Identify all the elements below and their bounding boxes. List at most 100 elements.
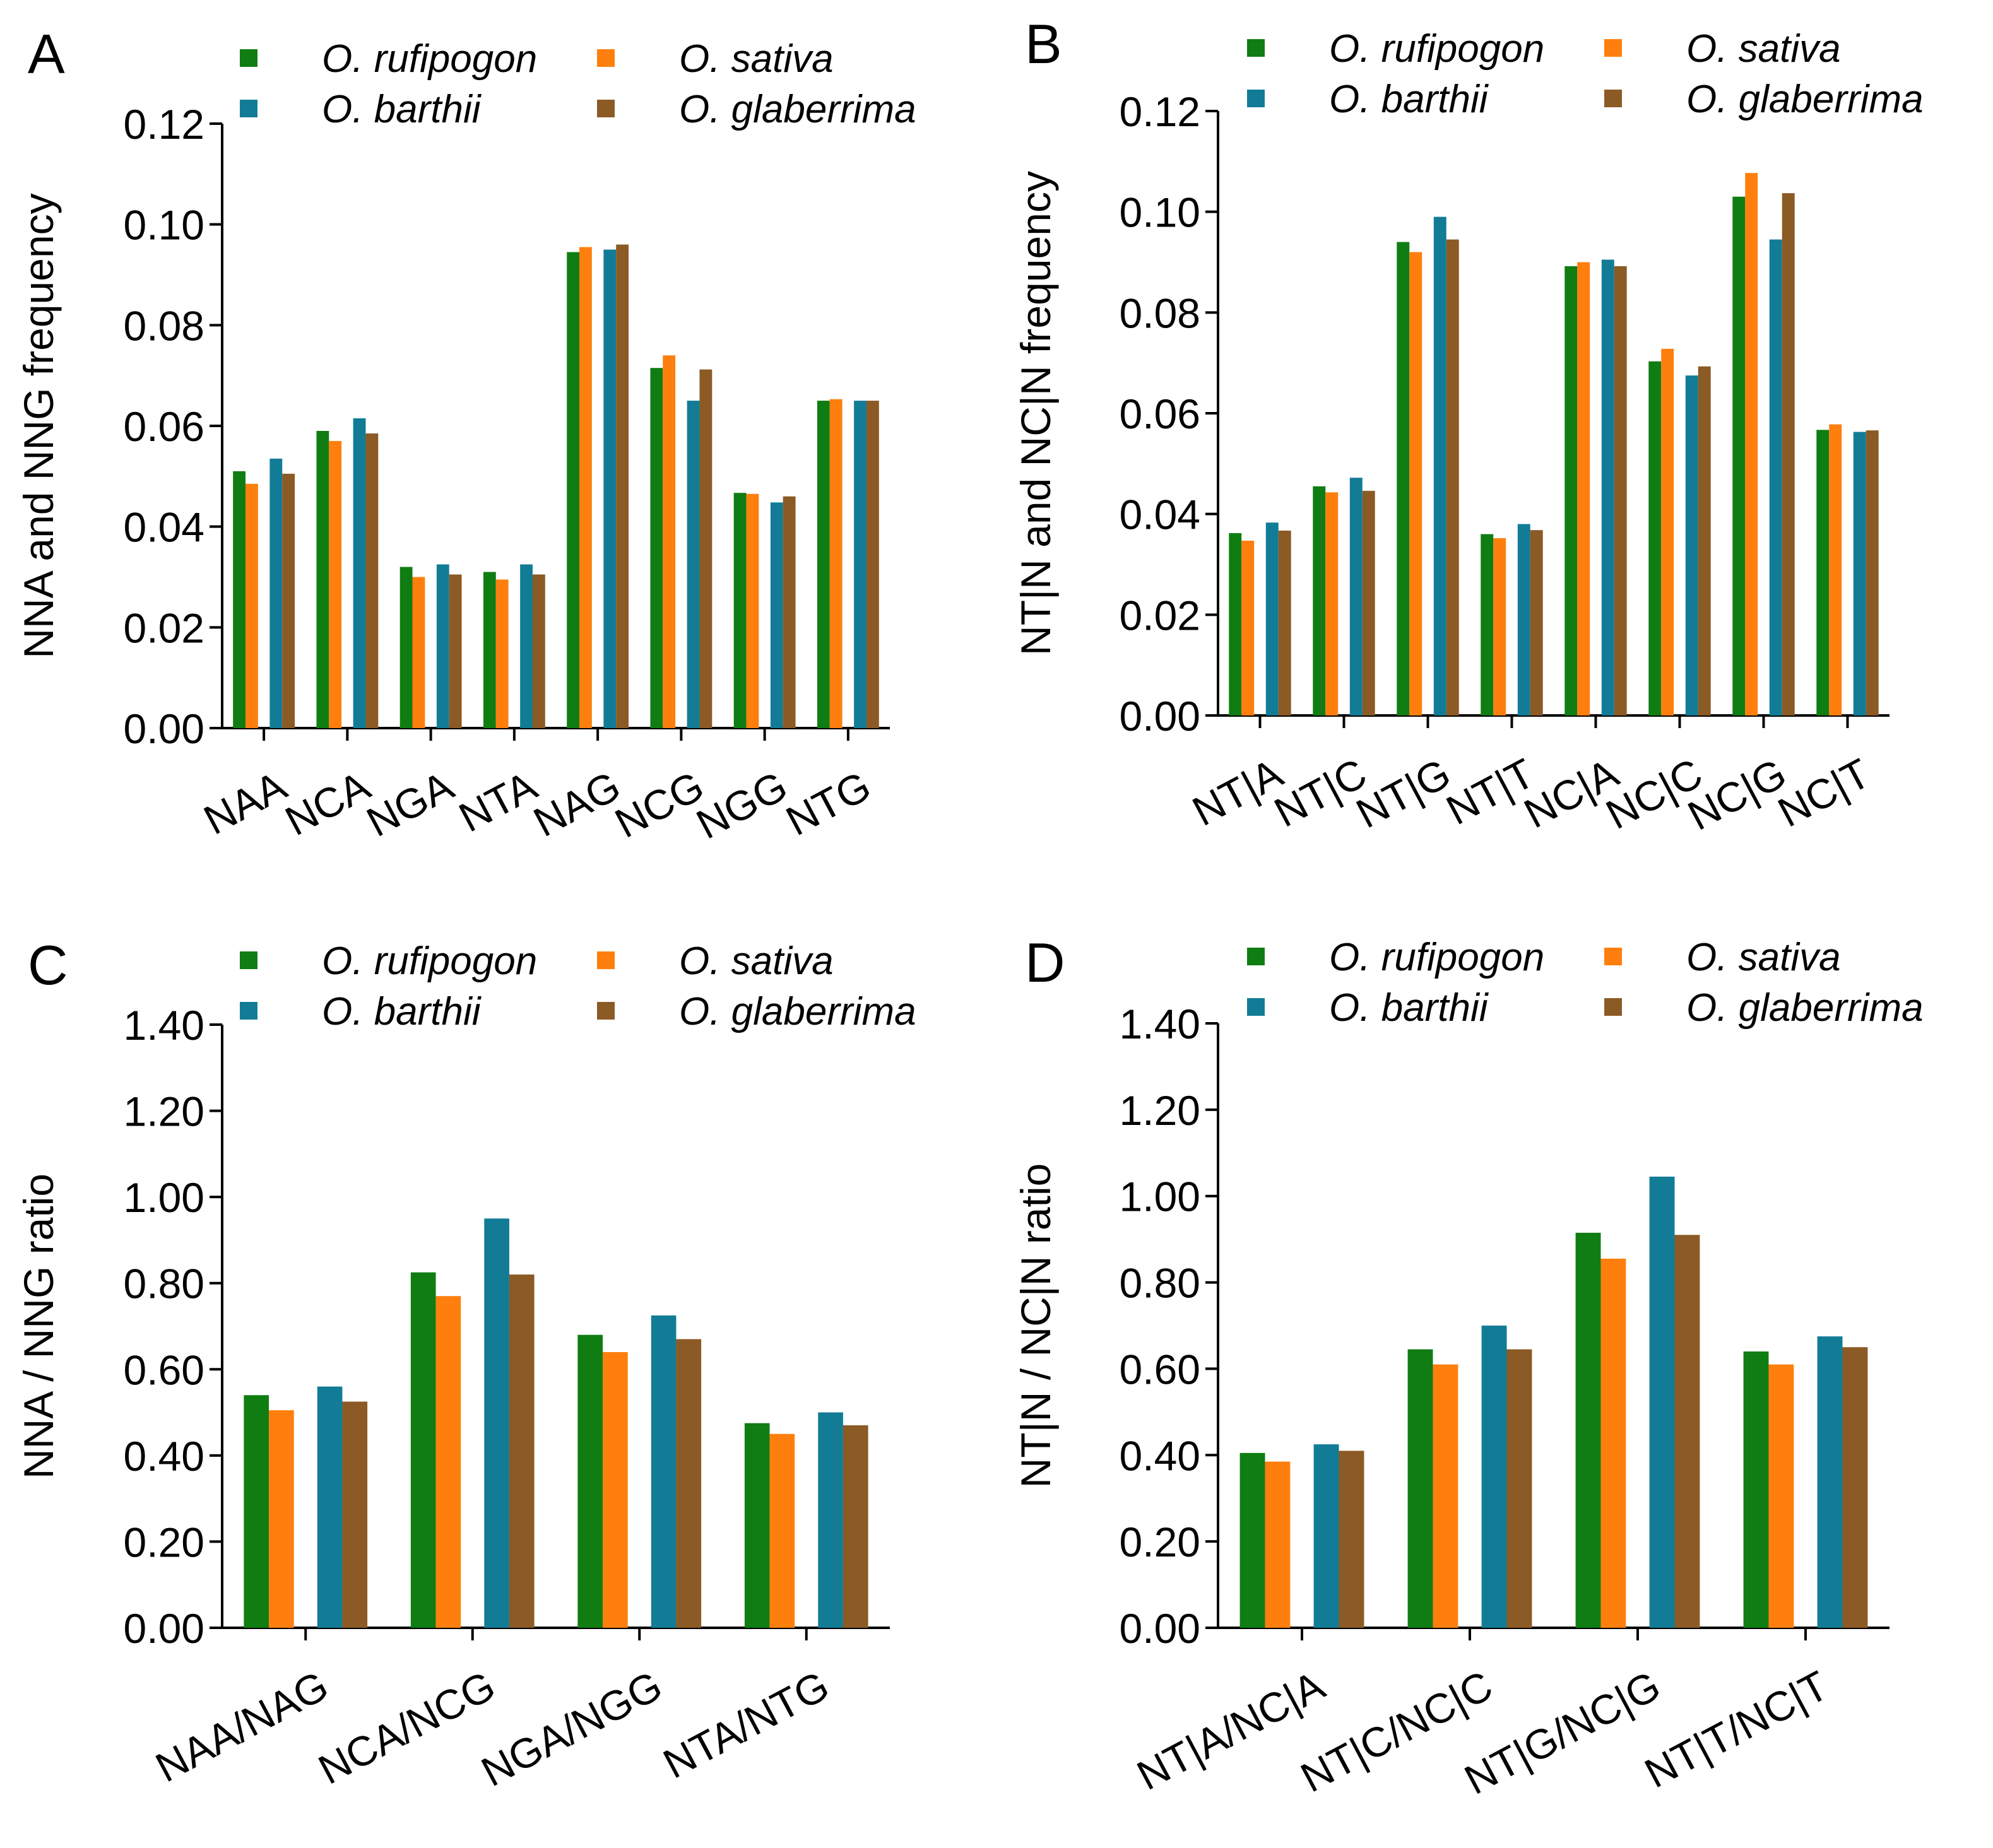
bar [616, 244, 629, 729]
legend-label: O. glaberrima [679, 990, 916, 1033]
y-tick-label: 0.10 [124, 202, 204, 249]
chart-panel-d: D O. rufipogon O. sativa O. barthii O. glabe… [1012, 931, 1924, 1803]
y-tick-label: 0.06 [124, 403, 204, 450]
y-tick-label: 0.12 [124, 101, 204, 148]
y-tick-label: 0.04 [124, 504, 204, 551]
bar [650, 368, 663, 728]
legend-swatch [240, 951, 257, 969]
y-axis-label: NNA / NNG ratio [15, 1174, 62, 1479]
y-tick-label: 0.80 [1120, 1260, 1200, 1307]
bar [1409, 252, 1422, 715]
y-tick-label: 0.20 [124, 1519, 204, 1565]
bar [603, 1351, 628, 1628]
bar [1325, 492, 1339, 715]
legend-label: O. rufipogon [322, 37, 537, 81]
bar [1313, 486, 1326, 715]
y-tick-label: 0.60 [1120, 1346, 1200, 1392]
bar [854, 401, 866, 728]
legend-swatch [1604, 948, 1622, 965]
x-tick-label: NGA [359, 762, 461, 845]
bar [436, 564, 449, 728]
y-tick-label: 0.02 [124, 604, 204, 651]
bar [567, 252, 580, 728]
bar [603, 249, 617, 728]
bar [245, 483, 258, 728]
bar [399, 567, 413, 728]
bar [484, 1218, 509, 1628]
x-tick-label: NT|T/NC|T [1637, 1662, 1835, 1797]
bar [1816, 430, 1830, 715]
y-tick-label: 0.08 [1120, 290, 1200, 336]
bar [1530, 530, 1543, 715]
bar [282, 473, 295, 728]
bar [449, 574, 462, 728]
bar [1732, 196, 1746, 715]
y-axis-label: NT|N and NC|N frequency [1012, 171, 1059, 656]
bar [1782, 193, 1795, 716]
y-tick-label: 1.40 [1120, 1001, 1200, 1047]
bar [1349, 478, 1363, 715]
legend-label: O. rufipogon [1329, 936, 1544, 979]
bar [1241, 540, 1255, 715]
bar [520, 564, 533, 728]
bar [1407, 1349, 1433, 1628]
chart-panel-c: C O. rufipogon O. sativa O. barthii O. glabe… [15, 934, 916, 1795]
bar [1577, 262, 1590, 715]
bar [1674, 1235, 1700, 1628]
y-tick-label: 0.40 [124, 1433, 204, 1480]
y-tick-label: 0.00 [1120, 693, 1200, 739]
x-tick-label: NTG [778, 762, 878, 845]
y-axis-label: NNA and NNG frequency [15, 193, 62, 658]
bar [483, 572, 496, 728]
y-tick-label: 0.40 [1120, 1432, 1200, 1479]
chart-panel-a: A O. rufipogon O. sativa O. barthii O. glabe… [15, 23, 916, 848]
bar [1506, 1349, 1532, 1628]
y-tick-label: 0.00 [124, 1605, 204, 1652]
bar [1481, 534, 1494, 715]
legend-swatch [240, 100, 257, 117]
bar [1661, 348, 1674, 715]
bar [1866, 430, 1879, 715]
bar [1265, 1461, 1291, 1628]
bar [1446, 239, 1459, 715]
bar [1768, 1364, 1794, 1628]
bar [1433, 216, 1446, 715]
y-tick-label: 1.20 [124, 1088, 204, 1135]
bar [1493, 538, 1506, 715]
bar [687, 401, 700, 728]
bar [1614, 266, 1627, 715]
bar [269, 1410, 294, 1628]
bar [866, 401, 879, 728]
bar [412, 577, 425, 728]
legend-swatch [597, 951, 615, 969]
bar [1743, 1351, 1769, 1628]
bar [746, 493, 759, 728]
legend-swatch [240, 1002, 257, 1020]
bar [1649, 1176, 1675, 1628]
bar [1517, 524, 1530, 715]
x-tick-label: NT|A/NC|A [1130, 1662, 1332, 1799]
bar [269, 458, 283, 728]
legend-label: O. barthii [1329, 78, 1489, 121]
y-tick-label: 0.12 [1120, 88, 1200, 135]
bar [233, 471, 246, 728]
bar [316, 430, 329, 728]
x-tick-label: NGA/NGG [474, 1662, 670, 1796]
legend-swatch [1604, 39, 1622, 57]
bar [1481, 1326, 1507, 1628]
y-tick-label: 0.04 [1120, 491, 1200, 538]
bar [532, 574, 545, 728]
y-tick-label: 0.20 [1120, 1519, 1200, 1565]
bar [1853, 432, 1866, 715]
legend-swatch [240, 49, 257, 67]
bar [1239, 1452, 1265, 1628]
bar [1842, 1347, 1868, 1628]
bar [651, 1315, 677, 1628]
legend-label: O. barthii [322, 990, 482, 1033]
bar [1564, 266, 1578, 715]
bar [244, 1395, 269, 1628]
x-tick-label: NCA/NCG [311, 1662, 502, 1793]
bar [1648, 361, 1662, 715]
x-tick-label: NTA/NTG [656, 1662, 836, 1787]
